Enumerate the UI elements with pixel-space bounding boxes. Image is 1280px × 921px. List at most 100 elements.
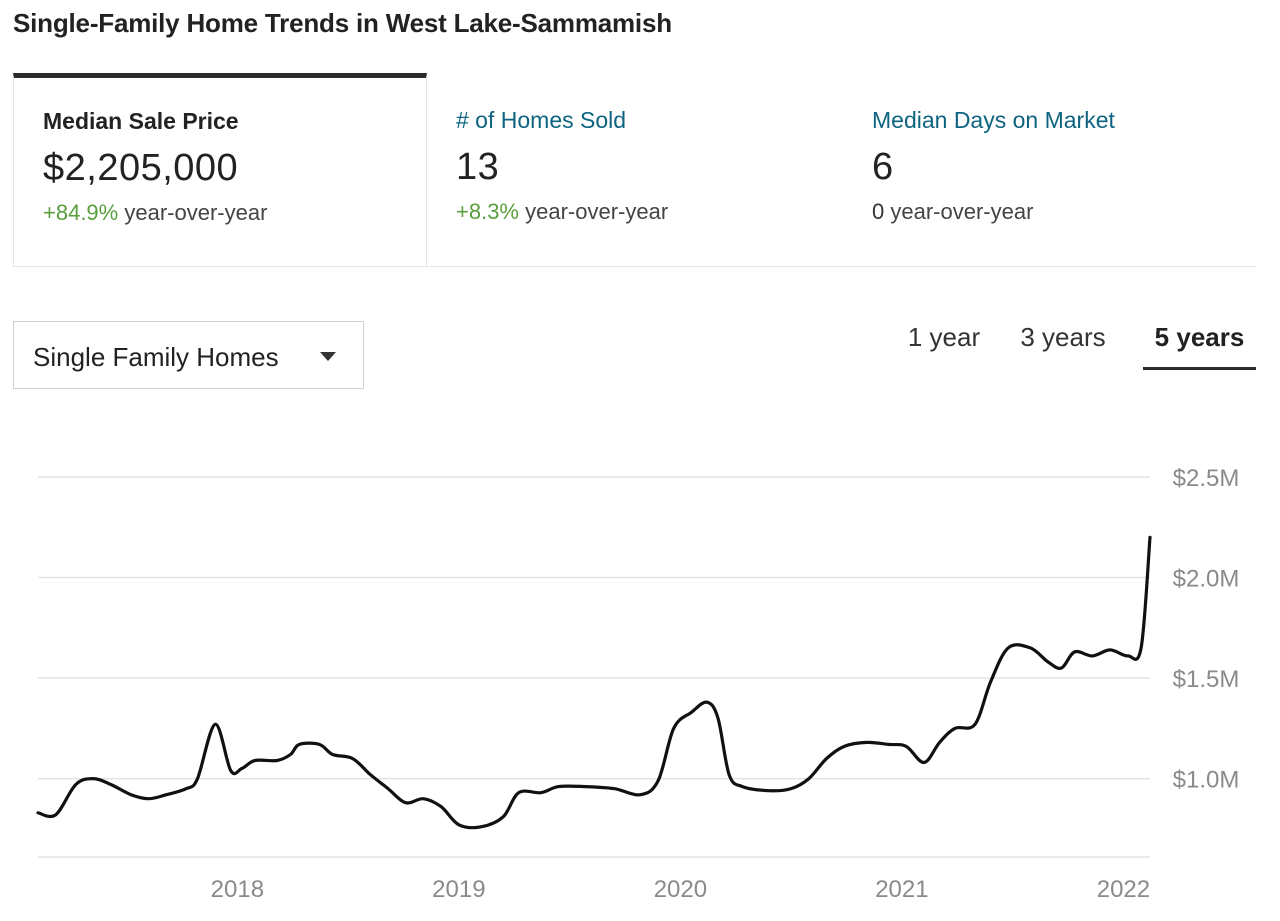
x-tick-label: 2018	[211, 876, 264, 903]
price-data-point	[164, 793, 168, 797]
stat-label: # of Homes Sold	[456, 107, 627, 133]
price-data-point	[727, 773, 731, 777]
price-data-point	[639, 793, 643, 797]
price-data-point	[74, 783, 78, 787]
price-data-point	[973, 722, 977, 726]
price-data-point	[887, 742, 891, 746]
price-data-point	[404, 801, 408, 805]
stat-suffix: year-over-year	[519, 199, 669, 224]
price-data-point	[1073, 650, 1077, 654]
price-data-point	[1059, 666, 1063, 670]
price-data-point	[740, 785, 744, 789]
price-data-point	[517, 791, 521, 795]
tab-5-years[interactable]: 5 years	[1143, 322, 1256, 370]
y-tick-label: $2.5M	[1173, 465, 1240, 492]
stat-delta: +84.9%	[43, 200, 119, 225]
stat-value: 6	[872, 146, 894, 188]
price-data-point	[289, 752, 293, 756]
price-data-point	[54, 813, 58, 817]
price-data-point	[351, 756, 355, 760]
stat-suffix: year-over-year	[884, 199, 1034, 224]
stat-change: +84.9% year-over-year	[43, 200, 426, 226]
price-data-point	[612, 787, 616, 791]
x-tick-label: 2020	[654, 876, 707, 903]
price-data-point	[501, 815, 505, 819]
price-data-point	[1028, 646, 1032, 650]
page-title: Single-Family Home Trends in West Lake-S…	[13, 8, 672, 38]
x-tick-label: 2022	[1097, 876, 1150, 903]
x-tick-label: 2021	[875, 876, 928, 903]
price-data-point	[557, 785, 561, 789]
stat-cards: Median Sale Price $2,205,000 +84.9% year…	[13, 73, 1256, 267]
price-data-point	[147, 797, 151, 801]
price-data-point	[36, 811, 40, 815]
price-data-point	[825, 756, 829, 760]
price-data-point	[253, 758, 257, 762]
price-data-point	[922, 761, 926, 765]
price-data-point	[213, 722, 217, 726]
property-type-select[interactable]: Single Family Homes	[13, 321, 364, 389]
stat-delta: +8.3%	[456, 199, 519, 224]
price-data-point	[864, 740, 868, 744]
caret-down-icon	[320, 352, 336, 361]
price-data-point	[91, 777, 95, 781]
stat-card-median-sale-price[interactable]: Median Sale Price $2,205,000 +84.9% year…	[13, 73, 427, 266]
tab-1-year[interactable]: 1 year	[907, 322, 981, 352]
price-data-point	[297, 742, 301, 746]
price-data-point	[904, 744, 908, 748]
price-data-point	[184, 787, 188, 791]
price-data-point	[129, 793, 133, 797]
price-data-point	[672, 726, 676, 730]
price-data-point	[331, 752, 335, 756]
y-tick-label: $1.5M	[1173, 666, 1240, 693]
price-data-point	[1006, 646, 1010, 650]
stat-value: 13	[456, 146, 500, 188]
price-trend-chart: $1.0M $1.5M $2.0M $2.5M 2018 2019 2020 2021 2022	[36, 465, 1240, 903]
price-data-point	[1046, 660, 1050, 664]
price-series-line	[36, 535, 1152, 830]
price-data-point	[689, 710, 693, 714]
price-data-point	[386, 787, 390, 791]
tab-3-years[interactable]: 3 years	[1020, 322, 1106, 352]
property-type-value: Single Family Homes	[33, 342, 279, 372]
price-data-point	[705, 700, 709, 704]
price-data-point	[789, 787, 793, 791]
stat-label: Median Days on Market	[872, 107, 1115, 133]
price-data-point	[989, 680, 993, 684]
price-data-point	[842, 744, 846, 748]
price-data-point	[317, 742, 321, 746]
price-data-point	[807, 777, 811, 781]
price-data-point	[368, 773, 372, 777]
price-data-point	[109, 783, 113, 787]
price-data-point	[656, 779, 660, 783]
price-data-point	[275, 758, 279, 762]
stat-value: $2,205,000	[43, 147, 239, 189]
x-tick-label: 2019	[432, 876, 485, 903]
stat-change: +8.3% year-over-year	[456, 199, 842, 225]
y-tick-label: $2.0M	[1173, 566, 1240, 593]
y-tick-label: $1.0M	[1173, 767, 1240, 794]
price-data-point	[539, 791, 543, 795]
price-data-point	[229, 769, 233, 773]
price-data-point	[457, 823, 461, 827]
price-data-point	[1148, 535, 1152, 539]
stat-card-homes-sold[interactable]: # of Homes Sold 13 +8.3% year-over-year	[427, 73, 842, 266]
price-data-point	[1108, 648, 1112, 652]
price-data-point	[421, 797, 425, 801]
price-data-point	[716, 716, 720, 720]
stat-delta: 0	[872, 199, 885, 224]
price-data-point	[1139, 646, 1143, 650]
price-data-point	[240, 767, 244, 771]
stat-suffix: year-over-year	[118, 200, 268, 225]
price-data-point	[583, 785, 587, 789]
stat-change: 0 year-over-year	[872, 199, 1256, 225]
price-data-point	[767, 789, 771, 793]
price-data-point	[1126, 654, 1130, 658]
price-data-point	[938, 740, 942, 744]
price-data-point	[479, 825, 483, 829]
price-data-point	[1090, 654, 1094, 658]
stat-card-days-on-market[interactable]: Median Days on Market 6 0 year-over-year	[842, 73, 1256, 266]
stat-label: Median Sale Price	[43, 108, 239, 134]
price-data-point	[195, 777, 199, 781]
price-data-point	[953, 726, 957, 730]
